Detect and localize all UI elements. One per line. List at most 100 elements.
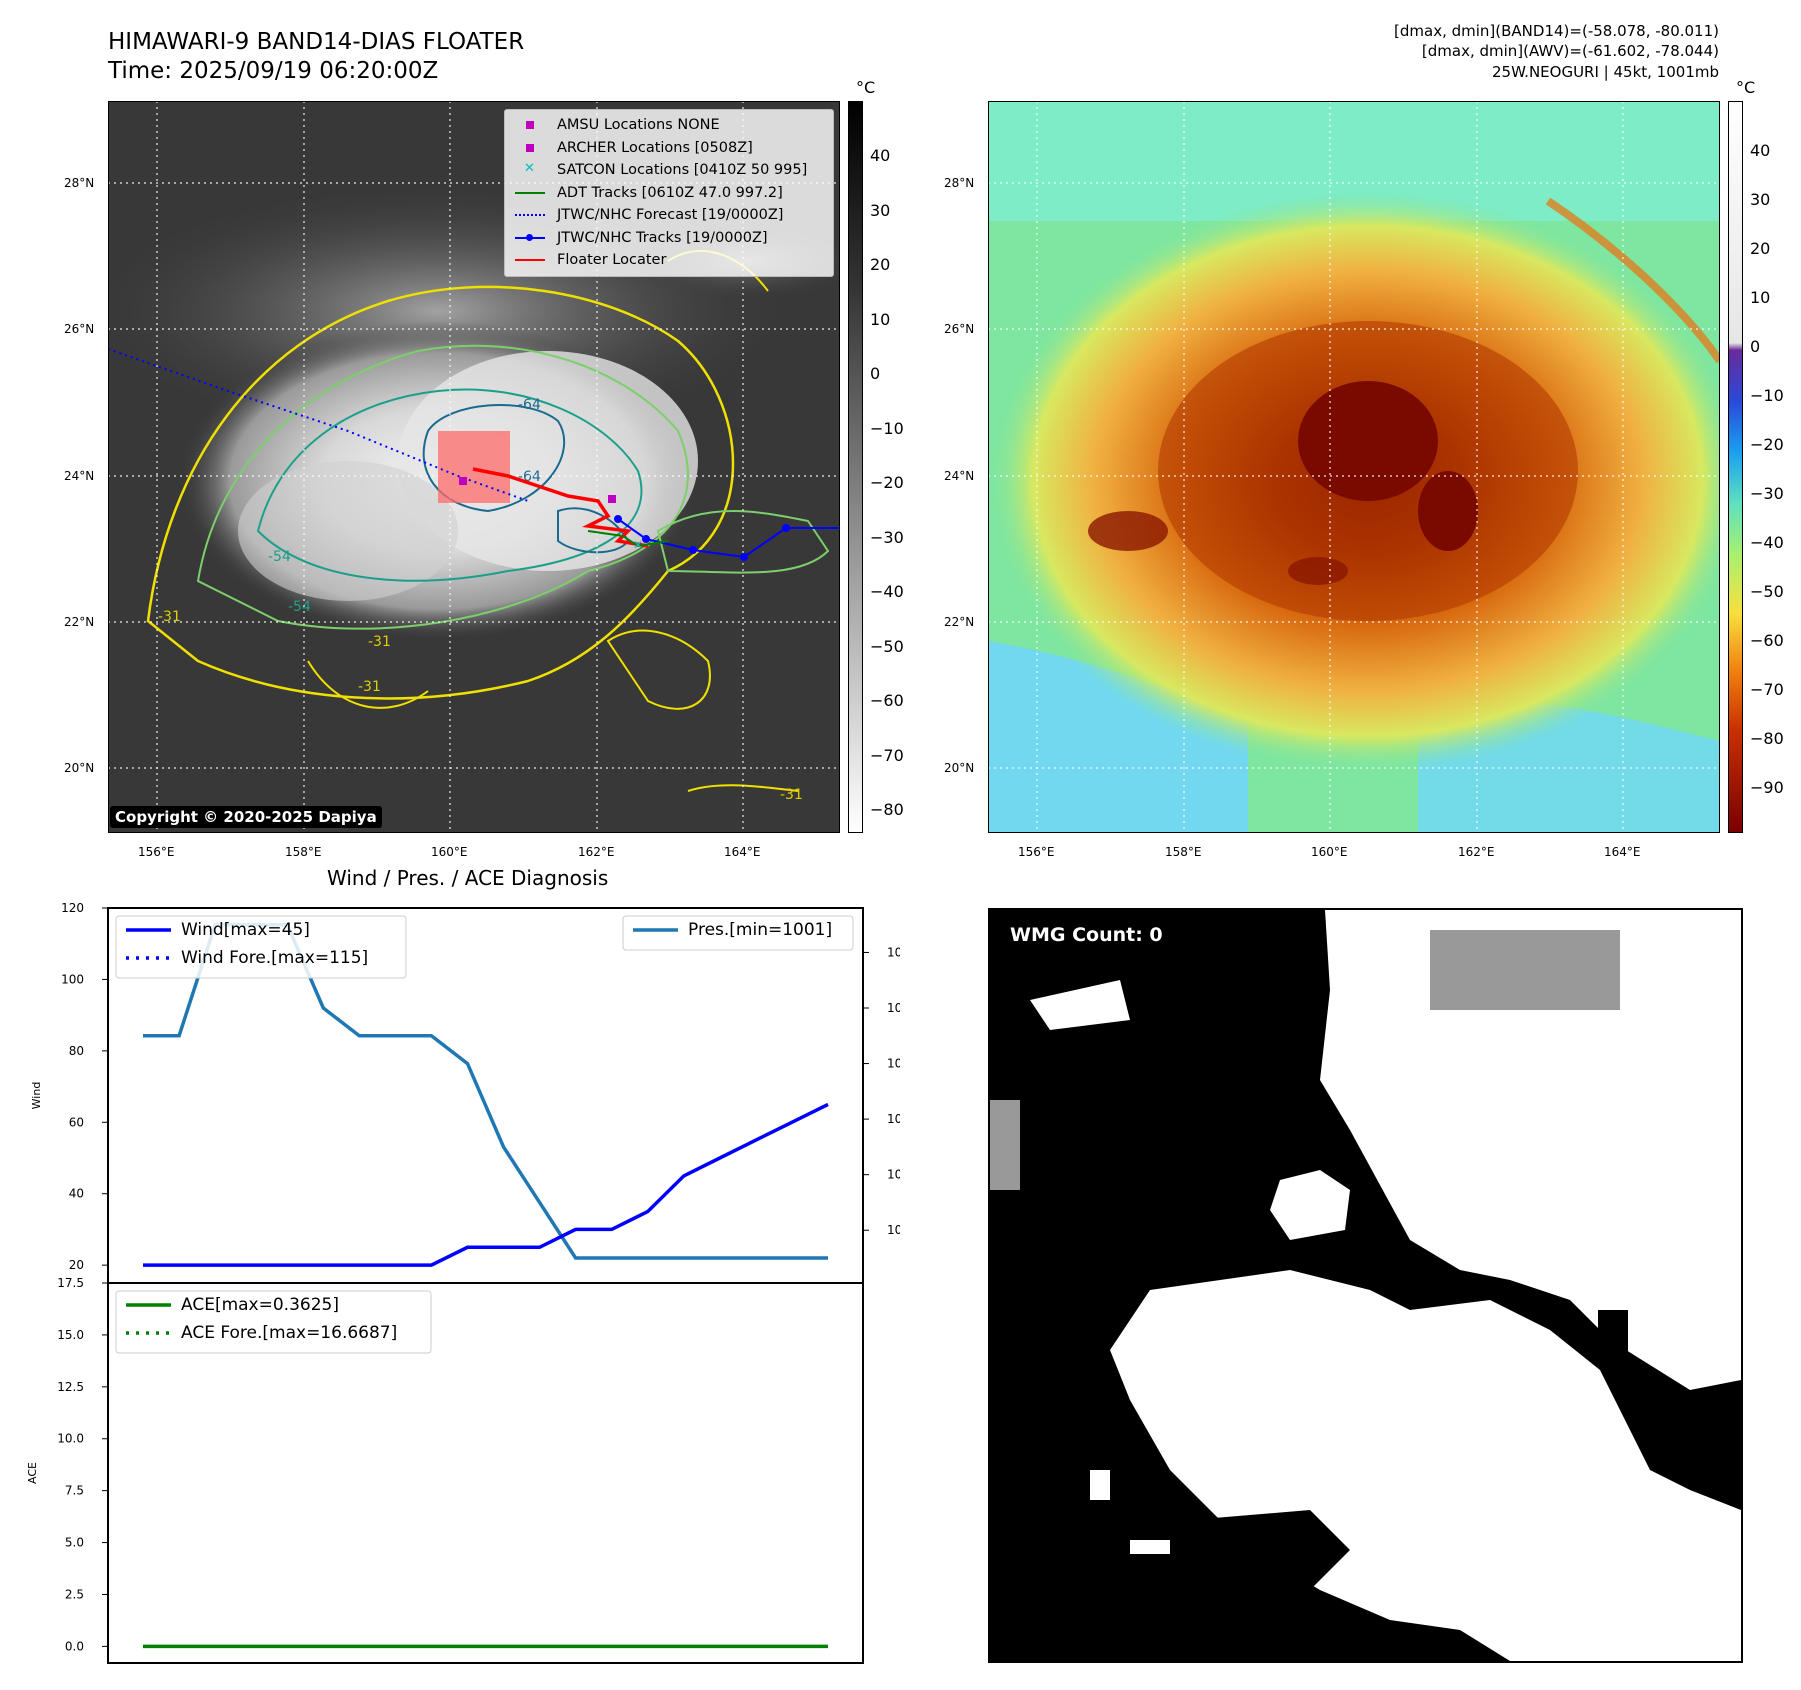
lon-tick: 160°E [1311, 845, 1348, 859]
colorbar-tick-label: 30 [870, 200, 891, 220]
colorbar-tick-label: −20 [870, 473, 904, 492]
jtwc-track [617, 518, 840, 559]
lon-tick: 156°E [1018, 845, 1055, 859]
ir-legend: AMSU Locations NONE ARCHER Locations [05… [504, 109, 834, 277]
lat-tick: 22°N [944, 615, 975, 629]
wind-tick-label: 40 [69, 1187, 84, 1201]
wind-tick-label: 80 [69, 1044, 84, 1058]
ir-colorbar [848, 101, 863, 833]
lat-tick: 26°N [64, 322, 95, 336]
colorbar-tick-label: −70 [1750, 680, 1784, 699]
colorbar-tick-label: −80 [870, 800, 904, 819]
ace-tick-label: 7.5 [65, 1484, 84, 1498]
square-marker-icon [513, 118, 547, 132]
legend-label: AMSU Locations NONE [557, 117, 720, 134]
pressure-tick-label: 1008 [887, 1057, 900, 1071]
colorbar-tick-label: −30 [870, 527, 904, 547]
wmg-panel: WMG Count: 0 [988, 908, 1743, 1663]
colorbar-tick-label: −80 [1750, 729, 1784, 748]
wind-tick-label: 60 [69, 1115, 84, 1129]
ace-tick-label: 2.5 [65, 1587, 84, 1601]
colorbar-tick-label: −40 [1750, 533, 1784, 552]
colorbar-tick-label: 0 [870, 364, 881, 383]
colorbar-tick-label: 10 [1750, 288, 1771, 307]
adt-track [587, 530, 669, 548]
figure-time: Time: 2025/09/19 06:20:00Z [108, 58, 439, 84]
lat-tick: 26°N [944, 322, 975, 336]
contour-label: -31 [358, 679, 381, 695]
lon-tick: 158°E [1165, 845, 1202, 859]
legend-label: Pres.[min=1001] [688, 920, 832, 940]
lon-tick: 162°E [1458, 845, 1495, 859]
colorbar-tick-label: 30 [1750, 190, 1771, 209]
contour-label: -54 [288, 599, 311, 615]
colorbar-tick-label: 40 [1750, 141, 1771, 160]
lon-tick: 164°E [724, 845, 761, 859]
ace-tick-label: 15.0 [57, 1328, 84, 1342]
colorbar-tick-label: −90 [1750, 778, 1784, 797]
band14-stats: [dmax, dmin](BAND14)=(-58.078, -80.011) [1394, 22, 1719, 40]
legend-label: Wind Fore.[max=115] [181, 948, 368, 968]
colorbar-tick-label: −40 [870, 582, 904, 601]
lat-tick: 20°N [944, 761, 975, 775]
legend-label: Floater Locater [557, 252, 667, 269]
pressure-tick-label: 1002 [887, 1223, 900, 1237]
storm-info: 25W.NEOGURI | 45kt, 1001mb [1491, 63, 1719, 81]
copyright-label: Copyright © 2020-2025 Dapiya [110, 806, 382, 828]
colorbar-tick-label: 20 [870, 255, 891, 274]
x-marker-icon: ✕ [524, 161, 535, 177]
contour-label: -31 [158, 609, 181, 625]
lon-tick: 158°E [285, 845, 322, 859]
colorbar-tick-label: −10 [870, 418, 904, 438]
wind-series-line [143, 1102, 829, 1267]
pressure-tick-label: 1004 [887, 1168, 900, 1182]
awv-colorbar-unit: °C [1736, 78, 1756, 97]
lat-tick: 28°N [944, 176, 975, 190]
colorbar-tick-label: 10 [870, 309, 891, 329]
jtwc-forecast-track [108, 348, 529, 502]
archer-marker [608, 495, 616, 503]
ace-legend [115, 1290, 432, 1354]
colorbar-tick-label: 40 [870, 146, 891, 165]
lat-tick: 24°N [64, 469, 95, 483]
awv-stats: [dmax, dmin](AWV)=(-61.602, -78.044) [1421, 42, 1719, 60]
dotted-line-icon [513, 208, 547, 222]
legend-label: ARCHER Locations [0508Z] [557, 139, 753, 156]
legend-item-archer: ARCHER Locations [0508Z] [513, 137, 825, 160]
ace-axis-label: ACE [26, 1462, 39, 1484]
legend-item-satcon: ✕ SATCON Locations [0410Z 50 995] [513, 159, 825, 182]
ace-axes [107, 1282, 864, 1664]
legend-item-floater: Floater Locater [513, 249, 825, 272]
legend-label: ACE[max=0.3625] [181, 1295, 339, 1315]
legend-label: JTWC/NHC Tracks [19/0000Z] [557, 229, 768, 246]
ir-map-panel: -64 -64 -54 -54 -31 -31 -31 -31 [108, 101, 840, 833]
legend-item-jtwc-forecast: JTWC/NHC Forecast [19/0000Z] [513, 204, 825, 227]
archer-marker [459, 477, 467, 485]
legend-label: JTWC/NHC Forecast [19/0000Z] [557, 207, 784, 224]
contour-label: -64 [518, 397, 541, 413]
floater-box [438, 431, 510, 503]
legend-label: ADT Tracks [0610Z 47.0 997.2] [557, 184, 783, 201]
legend-label: ACE Fore.[max=16.6687] [181, 1323, 397, 1343]
line-dot-icon [513, 231, 547, 245]
awv-map-image [988, 101, 1720, 833]
colorbar-tick-label: −50 [1750, 582, 1784, 601]
legend-item-adt: ADT Tracks [0610Z 47.0 997.2] [513, 182, 825, 205]
colorbar-tick-label: −50 [870, 636, 904, 656]
wind-tick-label: 120 [61, 901, 84, 915]
awv-colorbar [1728, 101, 1743, 833]
legend-label: SATCON Locations [0410Z 50 995] [557, 162, 808, 179]
lat-tick: 28°N [64, 176, 95, 190]
lat-tick: 22°N [64, 615, 95, 629]
wind-tick-label: 20 [69, 1258, 84, 1272]
colorbar-tick-label: −10 [1750, 386, 1784, 405]
square-marker-icon [513, 141, 547, 155]
colorbar-tick-label: −70 [870, 745, 904, 765]
line-icon [513, 186, 547, 200]
colorbar-tick-label: 20 [1750, 239, 1771, 258]
legend-item-amsu: AMSU Locations NONE [513, 114, 825, 137]
awv-map-panel [988, 101, 1720, 833]
colorbar-tick-label: −20 [1750, 435, 1784, 454]
